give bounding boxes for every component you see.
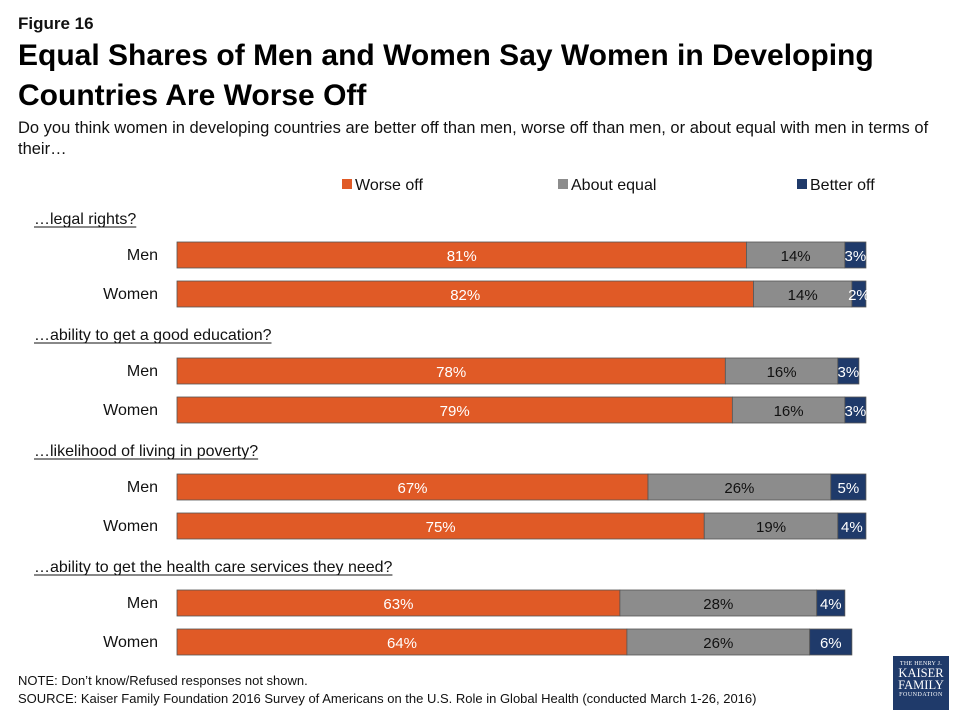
bar-0-0-2 [844,241,867,269]
data-label-2-0-0: 67% [397,480,427,497]
data-label-0-1-0: 82% [450,287,480,304]
logo-line-2: KAISER [898,666,944,680]
bar-0-0-0 [176,241,747,269]
row-label-3-1: Women [103,634,158,651]
group-label-3: …ability to get the health care services… [34,559,393,576]
data-label-3-1-1: 26% [703,635,733,652]
logo-line-3: FAMILY [898,678,944,692]
data-label-1-0-2: 3% [838,364,860,381]
data-label-1-1-0: 79% [440,403,470,420]
bar-1-1-2 [844,396,867,424]
footer-notes: NOTE: Don’t know/Refused responses not s… [18,672,756,708]
data-label-1-1-2: 3% [845,403,867,420]
bar-2-1-0 [176,512,705,540]
data-label-1-0-1: 16% [767,364,797,381]
bar-2-1-2 [837,512,867,540]
bar-1-1-1 [731,396,846,424]
data-label-3-1-2: 6% [820,635,842,652]
data-label-1-0-0: 78% [436,364,466,381]
bar-0-1-1 [753,280,853,308]
bar-2-0-1 [647,473,832,501]
legend-swatch-1 [558,179,568,189]
row-label-0-1: Women [103,286,158,303]
legend-label-2: Better off [810,177,875,194]
bar-3-1-0 [176,628,628,656]
row-label-2-0: Men [127,479,158,496]
data-label-0-0-1: 14% [781,248,811,265]
figure-label: Figure 16 [18,14,94,33]
legend-label-0: Worse off [355,177,423,194]
row-label-0-0: Men [127,247,158,264]
chart-title: Equal Shares of Men and Women Say Women … [18,39,874,112]
bar-3-1-2 [809,628,853,656]
bar-0-0-1 [746,241,846,269]
chart-subtitle: Do you think women in developing countri… [18,119,929,158]
group-label-0: …legal rights? [34,211,136,228]
data-label-3-1-0: 64% [387,635,417,652]
data-label-0-0-2: 3% [845,248,867,265]
data-label-0-1-1: 14% [788,287,818,304]
data-label-3-0-0: 63% [383,596,413,613]
bar-3-1-1 [626,628,811,656]
bar-3-0-0 [176,589,621,617]
kff-logo: THE HENRY J. KAISER FAMILY FOUNDATION [893,656,949,710]
logo-line-1: THE HENRY J. [899,661,943,667]
row-label-2-1: Women [103,518,158,535]
legend-swatch-0 [342,179,352,189]
row-label-1-0: Men [127,363,158,380]
row-label-1-1: Women [103,402,158,419]
data-label-3-0-2: 4% [820,596,842,613]
logo-line-4: FOUNDATION [899,692,943,698]
bar-2-1-1 [703,512,839,540]
bar-1-0-0 [176,357,726,385]
bar-1-1-0 [176,396,733,424]
bar-3-0-2 [816,589,846,617]
row-label-3-0: Men [127,595,158,612]
data-label-2-1-0: 75% [426,519,456,536]
data-label-0-1-2: 2% [848,287,870,304]
data-label-2-0-1: 26% [724,480,754,497]
bar-0-1-2 [851,280,867,308]
data-label-2-1-2: 4% [841,519,863,536]
legend-label-1: About equal [571,177,656,194]
data-label-2-0-2: 5% [838,480,860,497]
bar-2-0-2 [830,473,867,501]
data-label-3-0-1: 28% [703,596,733,613]
bar-1-0-1 [724,357,839,385]
data-label-1-1-1: 16% [774,403,804,420]
data-label-0-0-0: 81% [447,248,477,265]
group-label-2: …likelihood of living in poverty? [34,443,258,460]
data-label-2-1-1: 19% [756,519,786,536]
footer-source: SOURCE: Kaiser Family Foundation 2016 Su… [18,691,757,706]
bar-0-1-0 [176,280,754,308]
group-label-1: …ability to get a good education? [34,327,272,344]
footer-note: NOTE: Don’t know/Refused responses not s… [18,673,308,688]
legend-swatch-2 [797,179,807,189]
bar-1-0-2 [837,357,860,385]
